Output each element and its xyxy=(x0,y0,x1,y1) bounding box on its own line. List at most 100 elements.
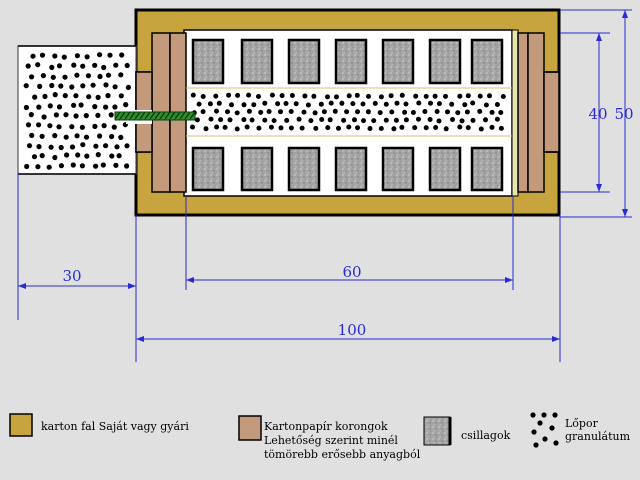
dimension-40-label: 40 xyxy=(588,105,607,123)
powder-granule xyxy=(455,110,461,116)
powder-granule xyxy=(92,104,98,110)
powder-granule xyxy=(489,109,495,115)
star-pellet xyxy=(334,38,368,85)
dimension-30: 30 xyxy=(17,174,137,362)
powder-granule xyxy=(498,110,504,115)
powder-granule xyxy=(111,124,117,130)
powder-granule xyxy=(103,143,109,149)
powder-granule xyxy=(288,109,294,114)
legend-swatch-powder xyxy=(530,412,559,448)
powder-granule xyxy=(84,54,90,60)
powder-granule xyxy=(278,125,284,131)
star-pellet xyxy=(287,146,321,192)
legend-swatch-discs xyxy=(238,415,262,441)
powder-granule xyxy=(229,102,234,108)
star-pellet xyxy=(240,146,274,192)
powder-granule xyxy=(327,117,333,123)
powder-granule xyxy=(118,93,124,99)
powder-granule xyxy=(112,84,118,90)
powder-granule xyxy=(393,117,399,123)
powder-granule xyxy=(352,117,357,123)
powder-granule xyxy=(31,154,38,160)
powder-granule xyxy=(112,104,118,110)
powder-granule xyxy=(371,118,377,124)
powder-granule xyxy=(436,118,442,124)
powder-granule xyxy=(268,124,274,130)
powder-granule xyxy=(200,109,206,115)
powder-granule xyxy=(361,118,366,124)
powder-granule xyxy=(339,100,345,106)
powder-granule xyxy=(26,143,33,149)
powder-granule xyxy=(388,93,394,99)
powder-granule xyxy=(288,125,294,131)
powder-granule xyxy=(214,124,220,130)
powder-granule xyxy=(62,74,68,80)
powder-granule xyxy=(321,109,327,115)
powder-granule xyxy=(73,113,79,119)
powder-granule xyxy=(332,108,338,114)
powder-granule xyxy=(410,110,416,115)
powder-granule xyxy=(225,109,230,115)
star-pellet xyxy=(334,146,368,192)
powder-granule xyxy=(256,94,261,99)
powder-granule xyxy=(360,101,366,107)
powder-granule xyxy=(222,124,228,130)
powder-granule xyxy=(78,102,84,108)
powder-granule xyxy=(105,72,112,78)
powder-granule xyxy=(450,117,455,122)
powder-granule xyxy=(470,100,476,106)
powder-granule xyxy=(95,112,101,118)
powder-granule xyxy=(125,84,131,90)
powder-granule xyxy=(494,102,500,107)
powder-granule xyxy=(74,133,80,139)
powder-granule xyxy=(70,162,76,168)
powder-granule xyxy=(29,132,35,138)
powder-granule xyxy=(465,125,471,131)
powder-granule xyxy=(97,133,103,139)
powder-granule xyxy=(246,108,252,114)
powder-granule xyxy=(52,92,58,98)
powder-granule xyxy=(61,54,67,60)
powder-granule xyxy=(56,124,62,130)
powder-granule xyxy=(445,109,450,115)
powder-granule xyxy=(190,124,195,130)
powder-granule xyxy=(113,162,119,168)
powder-granule xyxy=(226,92,232,98)
star-pellet xyxy=(470,38,504,85)
powder-granule xyxy=(101,123,107,129)
powder-granule xyxy=(80,63,86,69)
powder-granule xyxy=(378,126,384,131)
powder-granule xyxy=(278,109,283,115)
powder-granule xyxy=(83,113,89,119)
powder-granule xyxy=(350,101,356,107)
powder-granule xyxy=(402,109,408,115)
powder-granule xyxy=(108,112,114,118)
powder-granule xyxy=(271,118,277,124)
powder-granule xyxy=(477,108,483,114)
star-pellet xyxy=(428,38,462,85)
powder-granule xyxy=(103,104,109,110)
powder-granule xyxy=(302,93,308,99)
powder-granule xyxy=(283,101,289,106)
powder-granule xyxy=(79,163,85,169)
powder-granule xyxy=(109,153,115,159)
powder-granule xyxy=(47,103,53,109)
powder-granule xyxy=(109,133,115,140)
powder-granule xyxy=(325,94,330,100)
powder-granule xyxy=(241,102,247,108)
dimension-30-label: 30 xyxy=(62,267,81,285)
powder-granule xyxy=(457,124,463,130)
powder-granule xyxy=(58,163,64,169)
powder-granule xyxy=(103,82,109,88)
legend-discs-line2: Lehetőség szerint minél xyxy=(264,434,398,447)
powder-granule xyxy=(389,109,395,115)
star-pellet xyxy=(381,38,415,85)
powder-granule xyxy=(427,117,433,122)
powder-granule xyxy=(449,101,455,107)
powder-granule xyxy=(279,93,285,99)
powder-granule xyxy=(93,163,99,169)
powder-granule xyxy=(434,109,440,114)
powder-granule xyxy=(207,101,213,107)
powder-granule xyxy=(124,163,130,169)
powder-granule xyxy=(74,72,80,78)
